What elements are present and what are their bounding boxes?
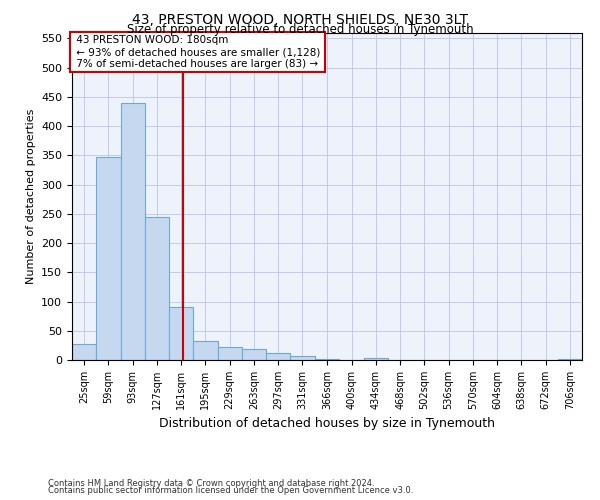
Bar bbox=[364, 358, 388, 360]
Text: Size of property relative to detached houses in Tynemouth: Size of property relative to detached ho… bbox=[127, 22, 473, 36]
Bar bbox=[193, 342, 218, 360]
Bar bbox=[145, 216, 169, 360]
Text: Contains HM Land Registry data © Crown copyright and database right 2024.: Contains HM Land Registry data © Crown c… bbox=[48, 478, 374, 488]
Y-axis label: Number of detached properties: Number of detached properties bbox=[26, 108, 35, 284]
Text: 43 PRESTON WOOD: 180sqm
 ← 93% of detached houses are smaller (1,128)
 7% of sem: 43 PRESTON WOOD: 180sqm ← 93% of detache… bbox=[73, 36, 322, 68]
Bar bbox=[121, 102, 145, 360]
Text: Contains public sector information licensed under the Open Government Licence v3: Contains public sector information licen… bbox=[48, 486, 413, 495]
Text: 43, PRESTON WOOD, NORTH SHIELDS, NE30 3LT: 43, PRESTON WOOD, NORTH SHIELDS, NE30 3L… bbox=[132, 12, 468, 26]
X-axis label: Distribution of detached houses by size in Tynemouth: Distribution of detached houses by size … bbox=[159, 418, 495, 430]
Bar bbox=[218, 347, 242, 360]
Bar bbox=[266, 353, 290, 360]
Bar bbox=[290, 356, 314, 360]
Bar bbox=[242, 350, 266, 360]
Bar bbox=[96, 157, 121, 360]
Bar bbox=[72, 344, 96, 360]
Bar bbox=[169, 308, 193, 360]
